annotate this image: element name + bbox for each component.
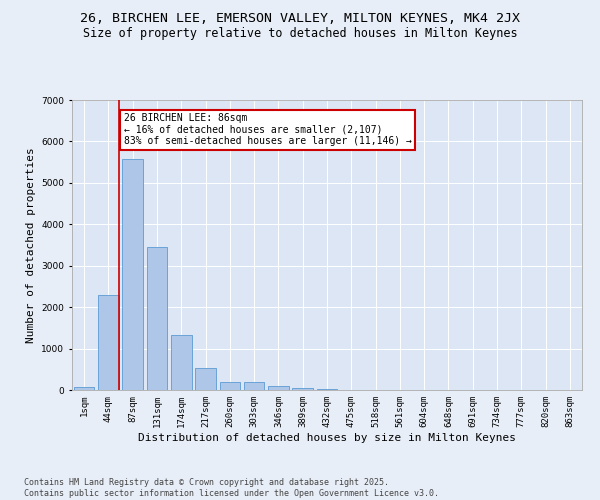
Text: Size of property relative to detached houses in Milton Keynes: Size of property relative to detached ho… — [83, 28, 517, 40]
Bar — [171, 335, 191, 390]
Bar — [268, 386, 289, 390]
Bar — [74, 387, 94, 390]
Bar — [317, 389, 337, 390]
Bar — [122, 159, 143, 390]
Y-axis label: Number of detached properties: Number of detached properties — [26, 147, 36, 343]
X-axis label: Distribution of detached houses by size in Milton Keynes: Distribution of detached houses by size … — [138, 432, 516, 442]
Text: 26, BIRCHEN LEE, EMERSON VALLEY, MILTON KEYNES, MK4 2JX: 26, BIRCHEN LEE, EMERSON VALLEY, MILTON … — [80, 12, 520, 26]
Bar — [220, 382, 240, 390]
Bar — [195, 368, 216, 390]
Text: Contains HM Land Registry data © Crown copyright and database right 2025.
Contai: Contains HM Land Registry data © Crown c… — [24, 478, 439, 498]
Bar — [244, 382, 265, 390]
Bar — [98, 294, 119, 390]
Text: 26 BIRCHEN LEE: 86sqm
← 16% of detached houses are smaller (2,107)
83% of semi-d: 26 BIRCHEN LEE: 86sqm ← 16% of detached … — [124, 114, 412, 146]
Bar — [292, 388, 313, 390]
Bar — [146, 247, 167, 390]
